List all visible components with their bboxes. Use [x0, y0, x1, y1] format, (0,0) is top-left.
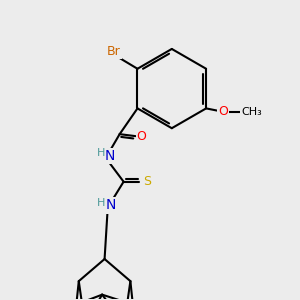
Text: N: N: [104, 149, 115, 163]
Text: Br: Br: [107, 45, 121, 58]
Text: O: O: [218, 105, 228, 118]
Text: O: O: [136, 130, 146, 142]
Text: CH₃: CH₃: [241, 106, 262, 117]
Text: S: S: [143, 175, 152, 188]
Text: N: N: [106, 199, 116, 212]
Text: H: H: [96, 198, 105, 208]
Text: H: H: [97, 148, 105, 158]
